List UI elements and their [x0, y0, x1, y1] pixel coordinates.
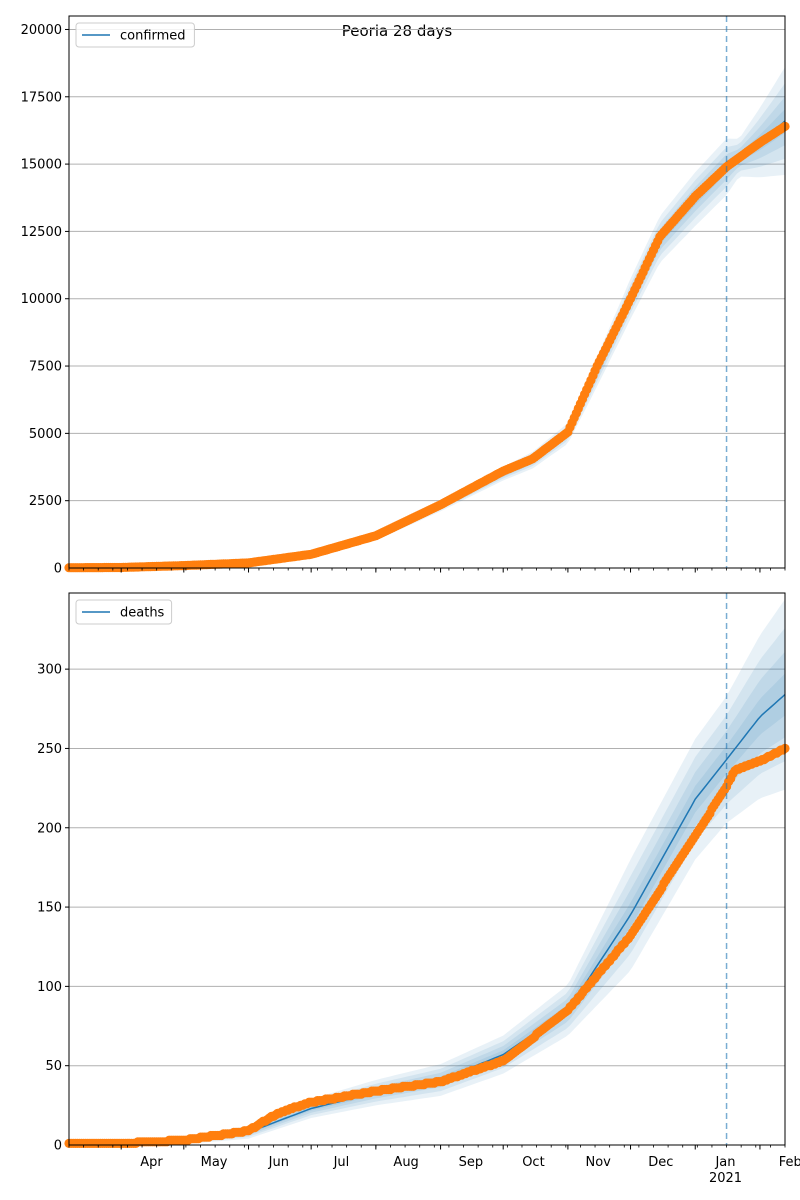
- y-tick-label: 200: [37, 821, 62, 836]
- y-tick-label: 17500: [21, 90, 62, 105]
- x-month-label: Jun: [268, 1155, 289, 1170]
- legend-label: deaths: [120, 606, 165, 621]
- y-tick-label: 150: [37, 901, 62, 916]
- confidence-band-2: [69, 83, 785, 569]
- confirmed-panel: 0 2500 5000 7500 10000 12500 15000 17500 20000 co…: [21, 15, 790, 577]
- x-month-label: Sep: [459, 1155, 484, 1170]
- y-tick-label: 0: [54, 562, 62, 577]
- observed-series: [64, 121, 790, 573]
- y-tick-label: 20000: [21, 23, 62, 38]
- y-tick-label: 10000: [21, 292, 62, 307]
- observed-series: [64, 743, 790, 1148]
- legend-label: confirmed: [120, 29, 186, 44]
- figure-title: Peoria 28 days: [342, 22, 453, 40]
- confidence-band-1: [69, 599, 785, 1145]
- x-month-label: Apr: [140, 1155, 163, 1170]
- y-tick-label: 15000: [21, 158, 62, 173]
- deaths-panel: 0 50 100 150 200 250 300 Apr May Jun Jul Aug Sep Oct N…: [37, 592, 800, 1186]
- confidence-band-4: [69, 109, 785, 568]
- legend: confirmed: [75, 22, 195, 48]
- y-tick-label: 50: [45, 1059, 62, 1074]
- legend-box: [75, 599, 173, 625]
- x-month-label: Nov: [585, 1155, 611, 1170]
- y-tick-label: 12500: [21, 225, 62, 240]
- y-tick-label: 5000: [29, 427, 62, 442]
- legend-box: [75, 22, 195, 48]
- confidence-band-3: [69, 96, 785, 569]
- confidence-band-1: [69, 67, 785, 568]
- x-month-label: Jan: [714, 1155, 735, 1170]
- confidence-band-2: [69, 627, 785, 1145]
- confidence-band-3: [69, 651, 785, 1145]
- y-tick-label: 2500: [29, 494, 62, 509]
- y-tick-label: 100: [37, 980, 62, 995]
- axes-frame: [68, 592, 786, 1146]
- x-month-label: Dec: [648, 1155, 673, 1170]
- y-tick-label: 300: [37, 663, 62, 678]
- x-month-label: Aug: [393, 1155, 418, 1170]
- x-month-label: May: [201, 1155, 228, 1170]
- axes-frame: [68, 15, 786, 569]
- y-tick-label: 0: [54, 1139, 62, 1154]
- x-month-label: Jul: [333, 1155, 350, 1170]
- x-month-label: Oct: [522, 1155, 544, 1170]
- x-year-label: 2021: [709, 1171, 742, 1186]
- y-tick-label: 7500: [29, 360, 62, 375]
- x-month-label: Feb: [779, 1155, 800, 1170]
- legend: deaths: [75, 599, 173, 625]
- y-tick-label: 250: [37, 742, 62, 757]
